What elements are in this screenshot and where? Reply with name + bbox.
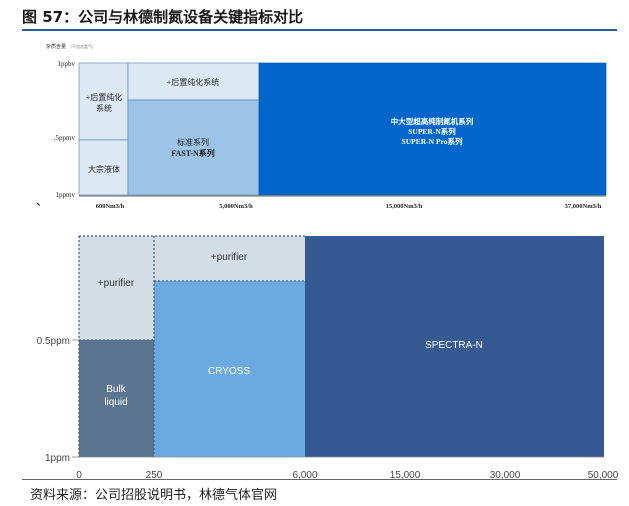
region-spectra-n: [305, 236, 604, 457]
region-bulk-liquid-en: [79, 340, 154, 457]
source-note: 资料来源：公司招股说明书，林德气体官网: [30, 488, 278, 503]
label-post-purifier-small: +后置纯化系统: [86, 92, 123, 113]
region-super-n: [258, 62, 607, 196]
label-standard-fast-n: 标准系列 FAST-N系列: [171, 137, 215, 158]
figure-title: 图 57：公司与林德制氮设备关键指标对比: [22, 8, 304, 26]
label-bulk-liquid: 大宗液体: [88, 164, 120, 174]
chart1-x-tick-3: 15,000Nm3/h: [386, 203, 423, 210]
label-purifier-medium: +purifier: [211, 252, 248, 263]
label-super-n: 中大型超高纯制氮机系列 SUPER-N系列 SUPER-N Pro系列: [391, 116, 474, 146]
chart2-x-tick-5: 30,000: [490, 470, 521, 481]
region-standard-fast-n: [127, 99, 260, 196]
region-post-purifier-medium: [127, 62, 260, 101]
chart1-x-tick-1: 600Nm3/h: [96, 203, 125, 210]
region-purifier-medium: [154, 236, 305, 281]
label-spectra-n: SPECTRA-N: [425, 340, 483, 351]
chart2-x-tick-6: 50,000: [588, 470, 619, 481]
chart1-y-tick-top: 1ppbv: [58, 60, 76, 68]
chart1-y-tick-bottom: 1ppmv: [56, 191, 76, 199]
chart2-x-tick-3: 6,000: [292, 470, 317, 481]
region-purifier-small: [79, 236, 154, 340]
chart1-y-axis-title: 杂质含量 （不包含氩气）: [46, 43, 96, 50]
region-post-purifier-small: [78, 62, 129, 141]
region-cryoss: [154, 281, 305, 457]
chart1-y-tick-mid: .5ppmv: [54, 134, 76, 142]
chart2-y-tick-mid: 0.5ppm: [37, 336, 70, 347]
chart2-x-tick-2: 250: [146, 470, 163, 481]
label-cryoss: CRYOSS: [208, 366, 250, 377]
label-post-purifier-medium: +后置纯化系统: [167, 77, 220, 87]
chart1-x-tick-2: 5,000Nm3/h: [219, 203, 253, 210]
source-divider: [22, 479, 617, 480]
chart-linde: +purifier Bulk liquid +purifier CRYOSS SP…: [37, 235, 619, 481]
chart2-x-tick-4: 15,000: [390, 470, 421, 481]
chart2-y-tick-bottom: 1ppm: [45, 453, 70, 464]
stray-mark: 、: [36, 194, 48, 208]
chart-company: 杂质含量 （不包含氩气） 1ppbv .5ppmv 1ppmv +后置纯化系统 大…: [36, 43, 607, 210]
label-purifier-small: +purifier: [98, 278, 135, 289]
chart1-x-tick-4: 37,000Nm3/h: [565, 203, 602, 210]
region-bulk-liquid: [78, 139, 129, 196]
label-bulk-liquid-en: Bulk liquid: [104, 384, 127, 408]
title-divider: [22, 29, 617, 31]
chart2-x-tick-1: 0: [76, 470, 82, 481]
